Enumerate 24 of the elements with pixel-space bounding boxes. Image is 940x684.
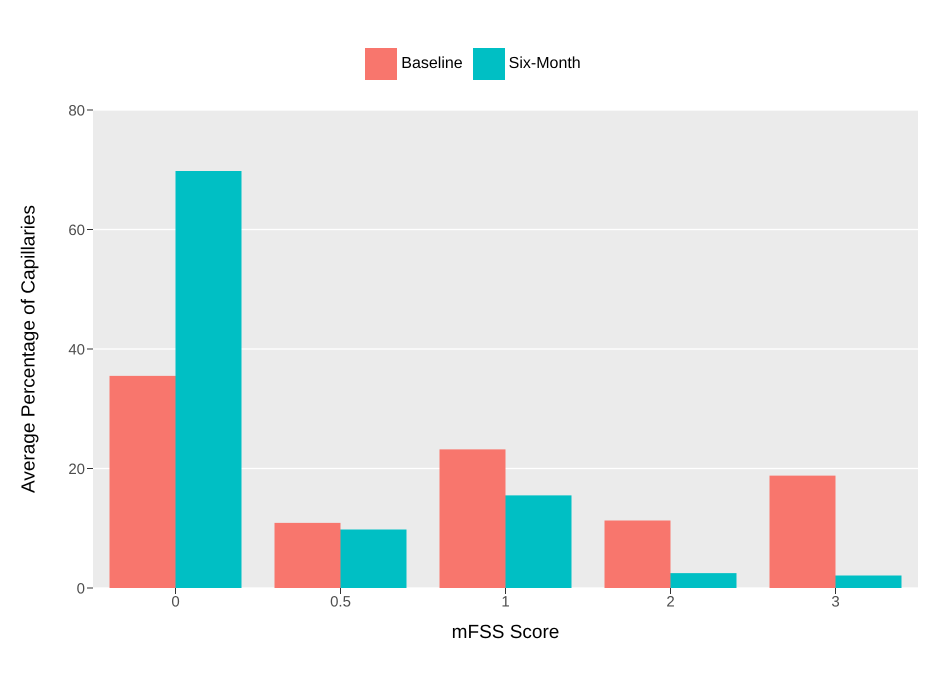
bar	[506, 495, 572, 588]
bar	[110, 376, 176, 588]
x-tick-label: 3	[831, 594, 840, 611]
y-tick-label: 40	[68, 341, 85, 358]
bar	[604, 520, 670, 588]
bar	[836, 575, 902, 588]
y-tick-label: 0	[76, 580, 85, 598]
bar	[440, 449, 506, 588]
bar	[340, 529, 406, 588]
x-axis-title: mFSS Score	[452, 622, 560, 643]
x-tick-label: 1	[501, 594, 510, 611]
y-tick-label: 60	[68, 222, 85, 239]
y-tick-label: 20	[68, 460, 85, 478]
x-tick-label: 0.5	[330, 594, 351, 611]
x-tick-label: 2	[666, 594, 675, 611]
bar	[670, 573, 736, 588]
x-tick-label: 0	[171, 594, 180, 611]
y-axis-title: Average Percentage of Capillaries	[18, 205, 40, 493]
legend-label: Baseline	[401, 55, 463, 72]
bar	[176, 170, 242, 588]
legend-label: Six-Month	[508, 55, 581, 72]
y-tick-label: 80	[68, 102, 85, 120]
bar	[274, 522, 340, 588]
bar	[770, 476, 836, 588]
